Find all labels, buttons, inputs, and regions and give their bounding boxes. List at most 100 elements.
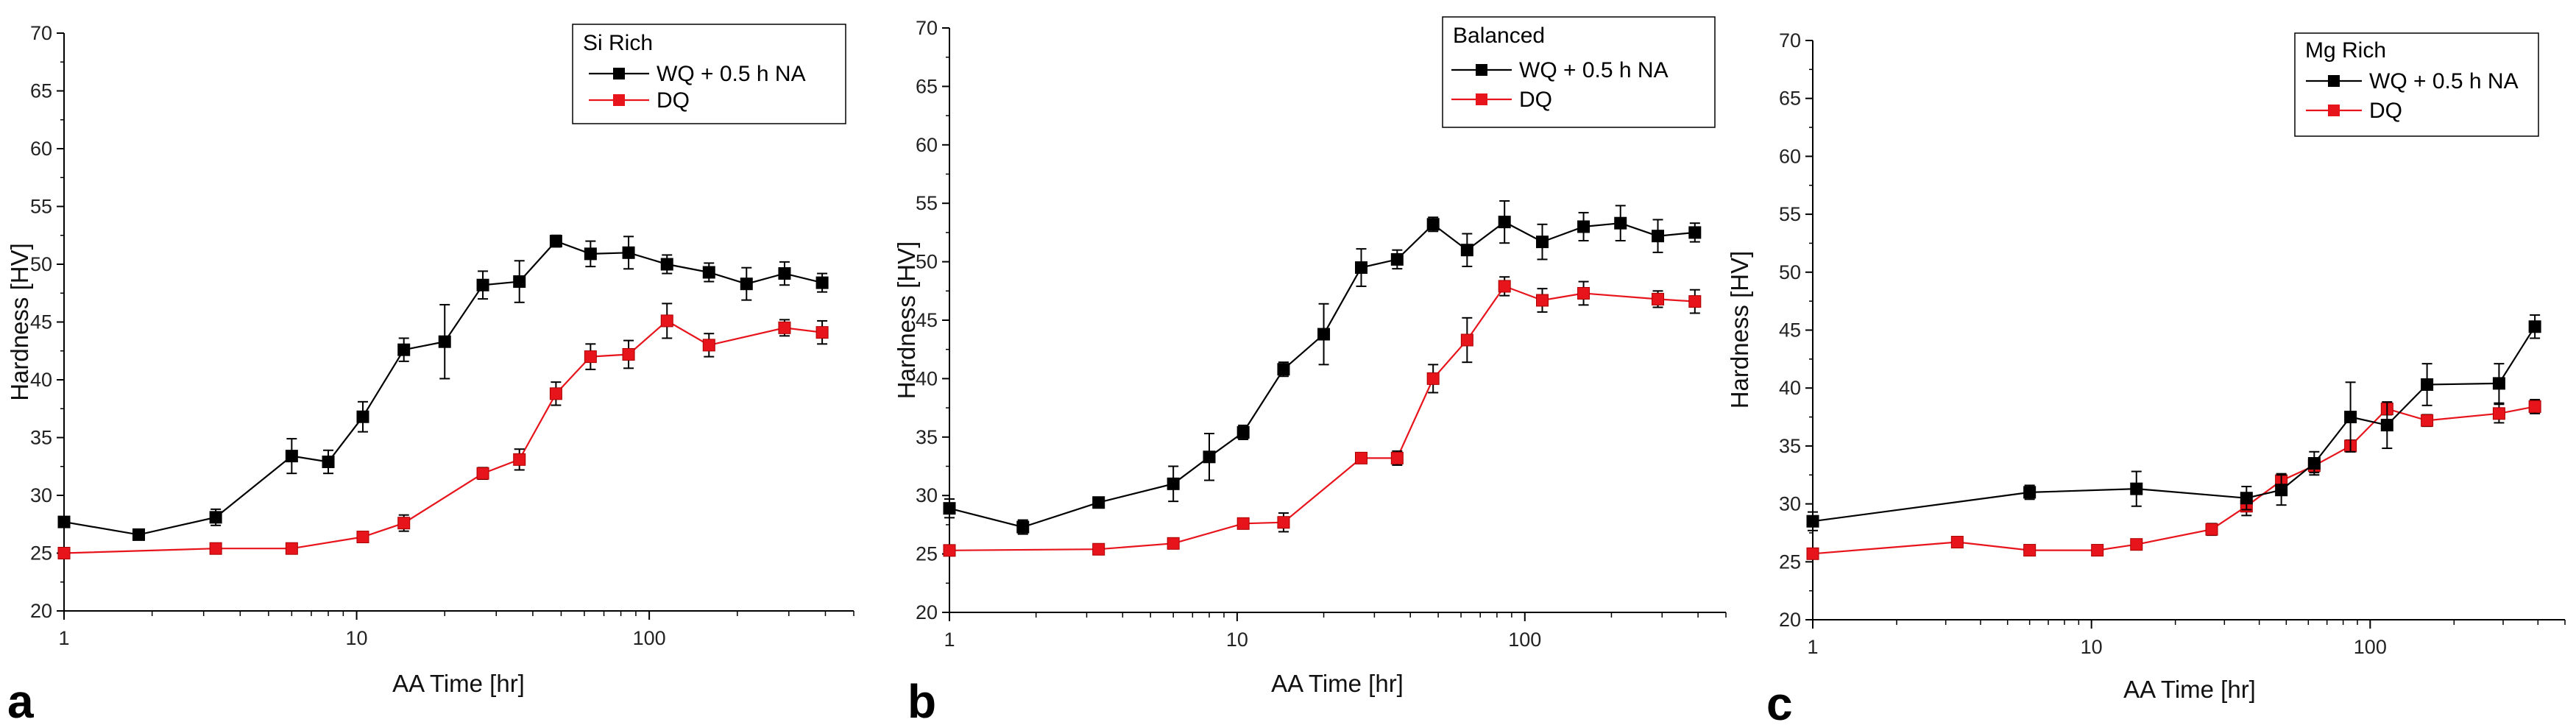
data-point	[778, 321, 791, 334]
data-point	[1498, 216, 1511, 229]
panel-c-letter: c	[1766, 677, 1793, 725]
data-point	[2344, 411, 2357, 424]
y-tick-label: 65	[1779, 88, 1801, 110]
data-point	[132, 528, 145, 541]
data-point	[2023, 544, 2037, 557]
data-point	[1203, 450, 1216, 464]
data-point	[1390, 451, 1404, 464]
data-point	[1355, 261, 1368, 275]
legend-marker	[613, 94, 625, 106]
data-point	[2240, 492, 2253, 505]
data-point	[2492, 407, 2505, 420]
y-tick-label: 40	[30, 369, 52, 391]
data-point	[584, 247, 597, 261]
panel-a-y-ticks: 20 25 30 35 40 45 50 55 60 65 70	[30, 22, 64, 622]
data-point	[285, 450, 298, 463]
data-point	[2130, 538, 2143, 551]
data-point	[660, 314, 673, 328]
data-point	[702, 339, 715, 352]
x-tick-label: 1	[58, 627, 69, 649]
y-tick-label: 25	[916, 543, 938, 565]
data-point	[1426, 218, 1440, 231]
x-tick-label: 100	[2354, 636, 2387, 658]
y-tick-label: 30	[916, 484, 938, 506]
panel-b-letter: b	[907, 675, 936, 725]
panel-a-series	[57, 234, 829, 559]
data-point	[1806, 514, 1819, 528]
data-point	[438, 335, 451, 348]
data-point	[1390, 252, 1404, 266]
data-point	[513, 453, 526, 466]
data-point	[2528, 400, 2541, 413]
panel-b: 20 25 30 35 40 45 50 55 60 65 70 1 10 100 Hardness […	[893, 16, 1727, 725]
y-tick-label: 50	[30, 253, 52, 275]
y-tick-label: 30	[1779, 493, 1801, 515]
legend-label: WQ + 0.5 h NA	[1519, 58, 1669, 82]
y-tick-label: 25	[1779, 551, 1801, 573]
data-point	[57, 515, 71, 528]
data-point	[1688, 226, 1702, 239]
y-tick-label: 70	[30, 22, 52, 44]
y-tick-label: 60	[30, 138, 52, 160]
y-tick-label: 55	[1779, 203, 1801, 225]
data-point	[1536, 236, 1549, 249]
legend-marker	[613, 68, 625, 79]
y-tick-label: 35	[1779, 435, 1801, 457]
data-point	[356, 410, 369, 423]
data-point	[1167, 477, 1180, 490]
data-point	[2205, 523, 2218, 536]
data-point	[1092, 496, 1105, 509]
data-point	[322, 455, 335, 468]
data-point	[1652, 292, 1665, 305]
y-tick-label: 65	[916, 75, 938, 97]
y-tick-label: 70	[916, 17, 938, 39]
data-point	[622, 347, 635, 361]
legend-label: WQ + 0.5 h NA	[2369, 69, 2519, 93]
data-point	[1460, 244, 1473, 257]
x-tick-label: 100	[1508, 629, 1541, 651]
y-tick-label: 50	[916, 251, 938, 273]
panel-c-series	[1806, 314, 2541, 560]
data-point	[397, 343, 411, 356]
data-point	[356, 531, 369, 544]
legend-box	[1442, 16, 1716, 128]
series-line	[63, 319, 823, 554]
series-line	[949, 285, 1695, 551]
series-line	[1812, 406, 2536, 555]
data-point	[740, 277, 753, 291]
panel-a: 20 25 30 35 40 45 50 55 60 65 70 1 10 100 Hardness […	[6, 22, 854, 725]
data-point	[1577, 220, 1590, 233]
data-point	[584, 350, 597, 364]
data-point	[57, 547, 71, 559]
y-tick-label: 20	[916, 601, 938, 623]
x-tick-label: 10	[2081, 636, 2103, 658]
data-point	[1167, 537, 1180, 550]
data-point	[660, 258, 673, 271]
data-point	[1688, 295, 1702, 308]
legend-marker	[1476, 64, 1487, 76]
y-tick-label: 40	[916, 367, 938, 389]
data-point	[476, 467, 489, 480]
y-tick-label: 60	[916, 134, 938, 156]
panel-c-legend: Mg Rich WQ + 0.5 h NA DQ	[2294, 32, 2539, 137]
panel-c-y-ticks: 20 25 30 35 40 45 50 55 60 65 70	[1779, 29, 1813, 631]
series-line	[949, 221, 1695, 528]
data-point	[2130, 482, 2143, 495]
panel-a-y-axis-label: Hardness [HV]	[6, 243, 33, 401]
legend-title: Si Rich	[583, 31, 653, 55]
data-point	[943, 544, 956, 557]
data-point	[2528, 320, 2541, 333]
y-tick-label: 45	[916, 309, 938, 331]
data-point	[549, 387, 562, 400]
panel-b-y-ticks: 20 25 30 35 40 45 50 55 60 65 70	[916, 17, 949, 623]
y-tick-label: 55	[916, 192, 938, 214]
data-point	[2091, 544, 2104, 557]
legend-label: DQ	[657, 88, 690, 113]
data-point	[549, 235, 562, 248]
panel-b-y-axis-label: Hardness [HV]	[893, 241, 920, 400]
legend-label: WQ + 0.5 h NA	[657, 62, 806, 86]
